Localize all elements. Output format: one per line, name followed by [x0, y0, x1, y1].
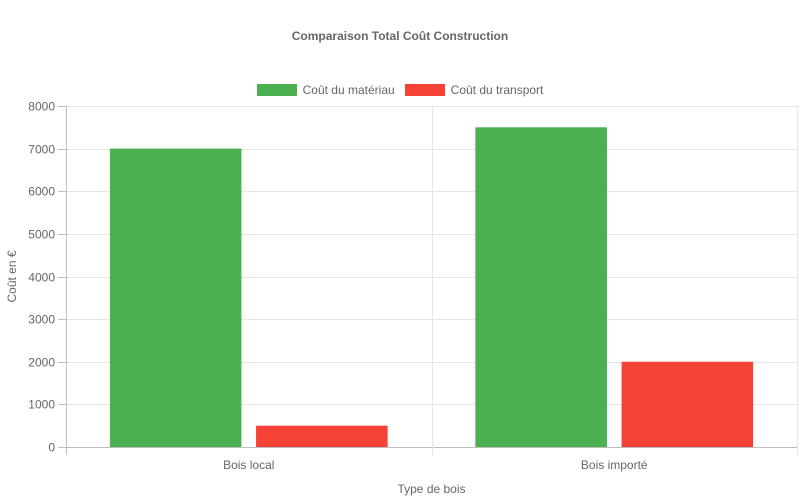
legend-item-transport[interactable]: Coût du transport: [404, 83, 544, 97]
legend-item-material[interactable]: Coût du matériau: [256, 83, 395, 97]
y-tick-label: 0: [48, 441, 55, 455]
y-tick-label: 2000: [28, 356, 55, 370]
y-tick-label: 1000: [28, 398, 55, 412]
y-axis-title: Coût en €: [5, 250, 19, 302]
bar-transport[interactable]: [256, 425, 388, 447]
legend: Coût du matériau Coût du transport: [0, 83, 800, 97]
y-tick-label: 5000: [28, 228, 55, 242]
bar-material[interactable]: [475, 127, 607, 447]
bar-material[interactable]: [109, 148, 242, 447]
bar-transport[interactable]: [621, 361, 754, 447]
legend-label-transport: Coût du transport: [450, 83, 544, 97]
legend-swatch-material: [256, 84, 297, 96]
legend-swatch-transport: [404, 84, 445, 96]
chart-title: Comparaison Total Coût Construction: [291, 29, 509, 43]
x-axis-title: Type de bois: [397, 482, 465, 496]
y-tick-label: 6000: [28, 185, 55, 199]
y-tick-label: 7000: [28, 143, 55, 157]
y-tick-label: 3000: [28, 313, 55, 327]
x-tick-label: Bois local: [223, 458, 274, 472]
y-tick-label: 8000: [28, 100, 55, 114]
y-tick-label: 4000: [28, 271, 55, 285]
legend-label-material: Coût du matériau: [302, 83, 395, 97]
x-tick-label: Bois importé: [581, 458, 648, 472]
